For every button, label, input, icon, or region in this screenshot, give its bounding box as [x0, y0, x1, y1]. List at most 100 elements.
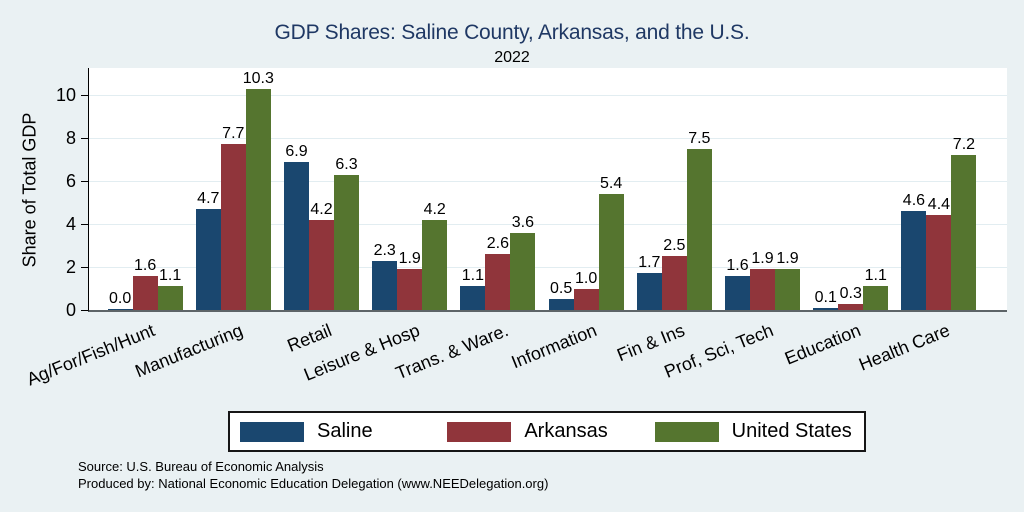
legend-label: United States [731, 420, 852, 442]
bar-group-leisure-hosp: 2.3 1.9 4.2 [366, 68, 454, 310]
x-axis-label-text: Ag/For/Fish/Hunt [24, 320, 158, 390]
bar-group-ag-for-fish-hunt: 0.0 1.6 1.1 [101, 68, 189, 310]
gridline-8 [89, 138, 1007, 139]
bar-arkansas-education: 0.3 [838, 285, 864, 310]
bar-value-label: 4.2 [423, 200, 446, 218]
bar-value-label: 1.9 [776, 250, 799, 268]
bar-value-label: 6.9 [285, 142, 308, 160]
bar-value-label: 0.5 [549, 280, 573, 298]
x-axis-labels: Ag/For/Fish/Hunt Manufacturing Retail Leisu… [24, 316, 983, 408]
bar-arkansas-leisure-hosp: 1.9 [397, 250, 423, 310]
bar-arkansas-trans-ware: 2.6 [485, 235, 511, 310]
legend-label: Arkansas [524, 420, 608, 442]
y-tick-10 [81, 95, 88, 96]
bar-value-label: 1.1 [158, 267, 182, 285]
bar-value-label: 2.5 [663, 237, 686, 255]
bar-value-label: 5.4 [599, 174, 623, 192]
x-axis-label-health-care: Health Care [856, 316, 983, 408]
bar-value-label: 1.1 [864, 267, 887, 285]
bar-united-states-trans-ware: 3.6 [510, 214, 536, 310]
x-axis-label-text: Retail [284, 320, 335, 356]
bar-group-retail: 6.9 4.2 6.3 [277, 68, 365, 310]
y-tick-6 [81, 181, 88, 182]
bar-value-label: 1.0 [574, 269, 598, 287]
legend-swatch-united-states [654, 421, 719, 442]
bar-united-states-fin-ins: 7.5 [686, 130, 712, 310]
y-tick-label-10: 10 [55, 85, 76, 105]
bar-saline-trans-ware: 1.1 [460, 267, 486, 310]
bar-value-label: 10.3 [242, 69, 274, 87]
bar-value-label: 4.6 [902, 192, 926, 210]
y-tick-label-8: 8 [65, 128, 76, 148]
bar-value-label: 7.7 [222, 125, 245, 143]
y-tick-2 [81, 267, 88, 268]
bar-arkansas-manufacturing: 7.7 [220, 125, 246, 310]
bar-value-label: 0.3 [839, 284, 862, 302]
bar-value-label: 1.9 [398, 250, 421, 268]
plot-area: 0.0 1.6 1.1 4.7 7.7 10.3 6.9 4.2 6.3 2.3 1.9 4.2 1.1… [56, 68, 1007, 320]
y-tick-8 [81, 138, 88, 139]
bar-value-label: 4.4 [927, 196, 951, 214]
chart-title: GDP Shares: Saline County, Arkansas, and… [274, 21, 750, 44]
bars: 0.0 1.6 1.1 4.7 7.7 10.3 6.9 4.2 6.3 2.3 1.9 4.2 1.1… [101, 68, 983, 310]
legend: Saline Arkansas United States [228, 411, 866, 452]
y-tick-4 [81, 224, 88, 225]
x-axis-label-manufacturing: Manufacturing [133, 316, 276, 408]
bar-value-label: 1.6 [726, 256, 749, 274]
gridline-4 [89, 224, 1007, 225]
legend-item-saline: Saline [236, 420, 443, 443]
chart-subtitle: 2022 [494, 49, 530, 66]
bar-united-states-education: 1.1 [863, 267, 889, 310]
bar-group-trans-ware: 1.1 2.6 3.6 [454, 68, 542, 310]
bar-value-label: 0.1 [814, 288, 837, 306]
gridline-6 [89, 181, 1007, 182]
bar-arkansas-health-care: 4.4 [926, 196, 952, 310]
bar-value-label: 1.1 [461, 267, 485, 285]
bar-group-health-care: 4.6 4.4 7.2 [895, 68, 983, 310]
bar-united-states-retail: 6.3 [334, 156, 359, 310]
bar-value-label: 6.3 [335, 155, 358, 173]
bar-united-states-prof-sci-tech: 1.9 [775, 250, 801, 310]
bar-saline-prof-sci-tech: 1.6 [725, 257, 751, 310]
bar-value-label: 0.0 [108, 290, 132, 307]
bar-united-states-health-care: 7.2 [951, 136, 977, 310]
produced-by-line: Produced by: National Economic Education… [78, 476, 549, 491]
bar-arkansas-prof-sci-tech: 1.9 [750, 250, 776, 310]
bar-value-label: 7.2 [952, 136, 976, 154]
bar-arkansas-retail: 4.2 [309, 201, 334, 310]
bar-value-label: 1.7 [638, 254, 661, 272]
x-axis-label-information: Information [508, 316, 629, 408]
legend-swatch-saline [240, 421, 304, 442]
bar-value-label: 1.6 [133, 256, 157, 274]
y-tick-0 [81, 310, 88, 311]
source-line: Source: U.S. Bureau of Economic Analysis [78, 459, 324, 474]
bar-value-label: 4.7 [197, 189, 220, 207]
bar-group-prof-sci-tech: 1.6 1.9 1.9 [718, 68, 806, 310]
bar-group-education: 0.1 0.3 1.1 [807, 68, 895, 310]
bar-group-fin-ins: 1.7 2.5 7.5 [630, 68, 718, 310]
bar-arkansas-fin-ins: 2.5 [661, 237, 687, 310]
bar-value-label: 1.9 [751, 250, 774, 268]
bar-value-label: 3.6 [511, 213, 535, 231]
bar-group-manufacturing: 4.7 7.7 10.3 [189, 68, 277, 310]
legend-label: Saline [317, 420, 373, 442]
bar-value-label: 2.6 [486, 235, 510, 253]
bar-saline-manufacturing: 4.7 [195, 190, 221, 310]
gridline-2 [89, 267, 1007, 268]
bar-value-label: 4.2 [310, 200, 333, 218]
bar-saline-information: 0.5 [548, 280, 574, 310]
bar-saline-fin-ins: 1.7 [636, 254, 662, 310]
gridline-10 [89, 95, 1007, 96]
legend-swatch-arkansas [447, 421, 512, 442]
bar-arkansas-information: 1.0 [573, 270, 599, 310]
bar-saline-retail: 6.9 [284, 143, 309, 310]
bar-arkansas-ag-for-fish-hunt: 1.6 [132, 257, 158, 310]
bar-saline-education: 0.1 [813, 289, 839, 310]
bar-group-information: 0.5 1.0 5.4 [542, 68, 630, 310]
source-notes: Source: U.S. Bureau of Economic Analysis… [78, 458, 548, 492]
y-tick-label-2: 2 [65, 257, 76, 277]
bar-saline-leisure-hosp: 2.3 [372, 242, 398, 310]
bar-value-label: 2.3 [373, 241, 396, 259]
y-tick-label-4: 4 [65, 214, 76, 234]
bar-value-label: 7.5 [688, 129, 711, 147]
